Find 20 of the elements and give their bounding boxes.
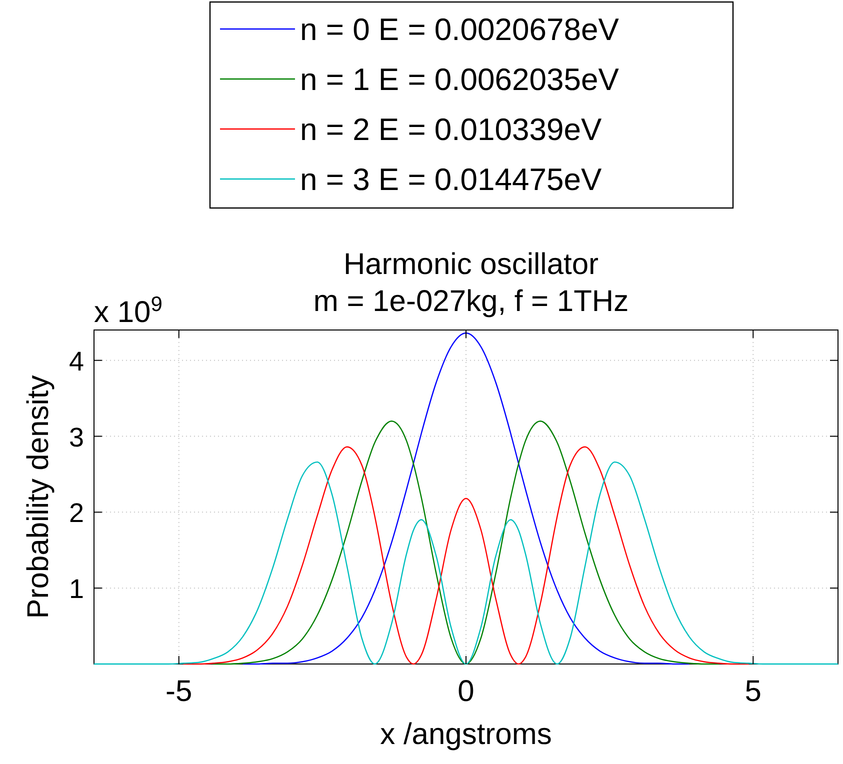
y-tick-label: 1: [68, 574, 84, 604]
x-axis-title: x /angstroms: [380, 718, 552, 751]
legend-label: n = 1 E = 0.0062035eV: [300, 62, 620, 97]
line-series: [212, 420, 720, 665]
y-tick-label: 2: [68, 498, 84, 528]
line-series: [242, 332, 690, 665]
x-tick-label: 0: [458, 675, 474, 708]
y-tick-label: 3: [68, 422, 84, 452]
legend-label: n = 2 E = 0.010339eV: [300, 112, 602, 147]
text: x 10$^{9}$: [94, 292, 162, 329]
chart-subtitle: m = 1e-027kg, f = 1THz: [313, 285, 629, 318]
line-series: [182, 446, 750, 665]
x-tick-label: 5: [744, 675, 762, 708]
y-axis-title: Probability density: [22, 375, 55, 619]
legend-label: n = 0 E = 0.0020678eV: [300, 12, 620, 47]
y-tick-label: 4: [68, 346, 84, 376]
chart-title: Harmonic oscillator: [343, 248, 599, 281]
x-tick-label: -5: [166, 675, 192, 708]
line-series: [93, 461, 839, 665]
legend-label: n = 3 E = 0.014475eV: [300, 162, 602, 197]
